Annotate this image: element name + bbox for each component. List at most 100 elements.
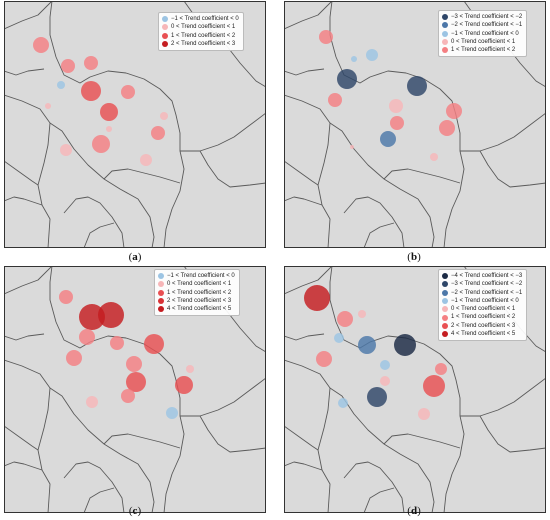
legend-swatch bbox=[442, 47, 448, 54]
station-marker bbox=[358, 336, 376, 354]
legend-item: −3 < Trend coefficient < −2 bbox=[442, 13, 522, 21]
station-marker bbox=[337, 69, 357, 89]
boundary-line bbox=[199, 150, 266, 188]
station-marker bbox=[92, 135, 110, 153]
station-marker bbox=[86, 396, 98, 408]
legend-label: 1 < Trend coefficient < 2 bbox=[451, 314, 516, 321]
legend-b: −3 < Trend coefficient < −2 −2 < Trend co… bbox=[438, 10, 528, 58]
boundary-line bbox=[343, 461, 405, 513]
boundary-line bbox=[63, 196, 125, 248]
map-panel-b: −3 < Trend coefficient < −2 −2 < Trend co… bbox=[284, 1, 546, 248]
legend-label: 4 < Trend coefficient < 5 bbox=[167, 306, 232, 313]
map-panel-d: −4 < Trend coefficient < −3 −3 < Trend co… bbox=[284, 266, 546, 513]
boundary-line bbox=[49, 1, 185, 248]
map-panel-c: −1 < Trend coefficient < 0 0 < Trend coef… bbox=[4, 266, 266, 513]
legend-label: −4 < Trend coefficient < −3 bbox=[451, 273, 523, 279]
station-marker bbox=[79, 304, 105, 330]
caption-c: (c) bbox=[128, 505, 142, 517]
station-marker bbox=[380, 360, 390, 370]
boundary-line bbox=[284, 266, 333, 295]
legend-item: 0 < Trend coefficient < 1 bbox=[158, 280, 235, 288]
boundary-line bbox=[284, 160, 319, 186]
legend-d: −4 < Trend coefficient < −3 −3 < Trend co… bbox=[438, 269, 528, 342]
station-marker bbox=[390, 116, 404, 130]
station-marker bbox=[316, 351, 332, 367]
station-marker bbox=[166, 407, 178, 419]
station-marker bbox=[351, 56, 357, 62]
legend-item: 1 < Trend coefficient < 2 bbox=[442, 46, 522, 54]
station-marker bbox=[151, 126, 165, 140]
legend-label: 4 < Trend coefficient < 5 bbox=[451, 331, 516, 338]
legend-label: 0 < Trend coefficient < 1 bbox=[167, 281, 232, 288]
legend-label: 0 < Trend coefficient < 1 bbox=[451, 38, 516, 45]
map-frame bbox=[4, 1, 266, 248]
station-marker bbox=[84, 56, 98, 70]
legend-swatch bbox=[162, 41, 168, 48]
map-panel-a: −1 < Trend coefficient < 0 0 < Trend coef… bbox=[4, 1, 266, 248]
boundary-line bbox=[49, 387, 155, 513]
legend-label: 1 < Trend coefficient < 2 bbox=[171, 32, 236, 39]
boundary-line bbox=[4, 68, 45, 76]
boundary-line bbox=[363, 222, 395, 248]
station-marker bbox=[126, 372, 146, 392]
legend-label: 0 < Trend coefficient < 1 bbox=[171, 24, 236, 31]
boundary-line bbox=[284, 333, 325, 341]
station-marker bbox=[337, 311, 353, 327]
legend-label: −1 < Trend coefficient < 0 bbox=[167, 273, 235, 279]
legend-item: 1 < Trend coefficient < 2 bbox=[162, 32, 239, 40]
legend-item: 4 < Trend coefficient < 5 bbox=[158, 305, 235, 313]
boundary-line bbox=[83, 487, 115, 513]
boundary-line bbox=[284, 461, 323, 471]
station-marker bbox=[140, 154, 152, 166]
legend-swatch bbox=[442, 39, 448, 46]
station-marker bbox=[319, 30, 333, 44]
boundary-line bbox=[284, 68, 325, 76]
legend-item: −2 < Trend coefficient < −1 bbox=[442, 21, 522, 29]
legend-swatch bbox=[158, 273, 164, 280]
legend-item: −1 < Trend coefficient < 0 bbox=[442, 297, 522, 305]
legend-label: 0 < Trend coefficient < 1 bbox=[451, 306, 516, 313]
caption-a: (a) bbox=[128, 251, 142, 263]
map-frame bbox=[284, 1, 546, 248]
boundary-line bbox=[329, 266, 465, 513]
legend-swatch bbox=[442, 281, 448, 288]
boundary-line bbox=[383, 168, 461, 184]
legend-swatch bbox=[442, 273, 448, 280]
boundary-line bbox=[479, 415, 546, 453]
station-marker bbox=[389, 99, 403, 113]
legend-label: −2 < Trend coefficient < −1 bbox=[451, 22, 523, 29]
legend-item: −4 < Trend coefficient < −3 bbox=[442, 272, 522, 280]
legend-a: −1 < Trend coefficient < 0 0 < Trend coef… bbox=[158, 12, 244, 52]
legend-item: −1 < Trend coefficient < 0 bbox=[162, 15, 239, 23]
legend-swatch bbox=[158, 306, 164, 313]
station-marker bbox=[380, 376, 390, 386]
legend-label: 1 < Trend coefficient < 2 bbox=[167, 289, 232, 296]
station-marker bbox=[380, 131, 396, 147]
station-marker bbox=[435, 363, 447, 375]
boundary-line bbox=[460, 377, 546, 417]
boundary-line bbox=[329, 122, 435, 248]
legend-label: 2 < Trend coefficient < 3 bbox=[451, 322, 516, 329]
station-marker bbox=[98, 302, 124, 328]
station-marker bbox=[358, 310, 366, 318]
station-marker bbox=[430, 153, 438, 161]
station-marker bbox=[61, 59, 75, 73]
caption-d: (d) bbox=[407, 505, 421, 517]
station-marker bbox=[446, 103, 462, 119]
station-marker bbox=[79, 329, 95, 345]
legend-label: −3 < Trend coefficient < −2 bbox=[451, 281, 523, 288]
legend-swatch bbox=[158, 281, 164, 288]
station-marker bbox=[144, 334, 164, 354]
boundary-line bbox=[363, 487, 395, 513]
legend-swatch bbox=[442, 289, 448, 296]
boundary-line bbox=[4, 461, 43, 471]
legend-item: 1 < Trend coefficient < 2 bbox=[158, 289, 235, 297]
boundary-line bbox=[103, 433, 181, 449]
legend-c: −1 < Trend coefficient < 0 0 < Trend coef… bbox=[154, 269, 240, 317]
legend-item: 2 < Trend coefficient < 3 bbox=[158, 297, 235, 305]
station-marker bbox=[59, 290, 73, 304]
station-marker bbox=[328, 93, 342, 107]
station-marker bbox=[33, 37, 49, 53]
boundary-line bbox=[284, 1, 333, 30]
legend-label: 2 < Trend coefficient < 3 bbox=[171, 40, 236, 47]
